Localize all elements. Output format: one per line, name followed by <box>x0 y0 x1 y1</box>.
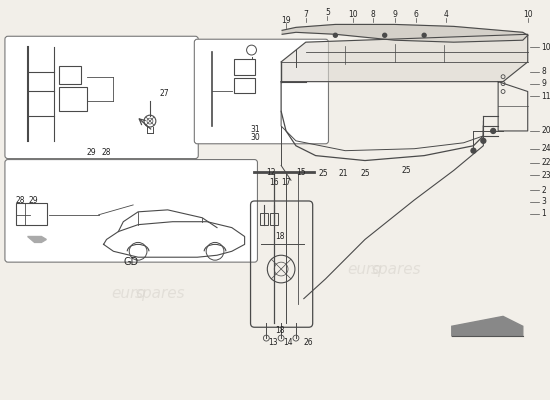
Text: 19: 19 <box>281 16 291 25</box>
Text: 30: 30 <box>251 133 260 142</box>
Text: 25: 25 <box>360 169 370 178</box>
Text: 21: 21 <box>338 169 348 178</box>
Text: 3: 3 <box>542 198 546 206</box>
Bar <box>260 213 268 225</box>
Text: 7: 7 <box>304 10 308 19</box>
Text: 28: 28 <box>102 148 111 157</box>
Text: 14: 14 <box>283 338 293 346</box>
Circle shape <box>383 33 387 37</box>
Polygon shape <box>28 236 46 242</box>
Bar <box>59 86 87 111</box>
Text: 25: 25 <box>319 169 328 178</box>
Text: 10: 10 <box>542 43 550 52</box>
Bar <box>234 59 256 75</box>
Text: 29: 29 <box>29 196 38 206</box>
Text: 13: 13 <box>268 338 278 346</box>
Text: 16: 16 <box>270 178 279 187</box>
Text: 12: 12 <box>267 168 276 177</box>
Polygon shape <box>282 24 527 42</box>
FancyBboxPatch shape <box>5 160 257 262</box>
Bar <box>234 78 256 94</box>
Text: 27: 27 <box>160 89 169 98</box>
Text: 9: 9 <box>392 10 397 19</box>
Text: 4: 4 <box>443 10 448 19</box>
Bar <box>16 203 47 225</box>
Text: 8: 8 <box>371 10 375 19</box>
Text: 8: 8 <box>542 67 546 76</box>
Text: 23: 23 <box>542 171 550 180</box>
Text: 15: 15 <box>296 168 306 177</box>
Text: 22: 22 <box>542 158 550 167</box>
Text: 6: 6 <box>414 10 419 19</box>
Bar <box>270 213 278 225</box>
Circle shape <box>481 138 486 143</box>
Text: 28: 28 <box>16 196 25 206</box>
Text: 10: 10 <box>523 10 532 19</box>
Text: 24: 24 <box>542 144 550 153</box>
Text: 1: 1 <box>542 209 546 218</box>
Circle shape <box>471 148 476 153</box>
Text: spares: spares <box>135 286 185 301</box>
Polygon shape <box>281 34 527 82</box>
Text: 26: 26 <box>304 338 314 346</box>
Text: GD: GD <box>124 257 139 267</box>
Text: 20: 20 <box>542 126 550 136</box>
Text: 18: 18 <box>276 326 285 335</box>
Bar <box>59 66 81 84</box>
Text: 17: 17 <box>281 178 291 187</box>
Text: 25: 25 <box>402 166 411 175</box>
Text: 10: 10 <box>348 10 358 19</box>
Text: 11: 11 <box>542 92 550 101</box>
FancyBboxPatch shape <box>5 36 198 158</box>
Circle shape <box>333 33 337 37</box>
Text: 18: 18 <box>276 232 285 241</box>
Circle shape <box>491 128 496 134</box>
Text: spares: spares <box>371 262 422 276</box>
Text: euro: euro <box>348 262 382 276</box>
Text: 9: 9 <box>542 79 546 88</box>
FancyBboxPatch shape <box>194 39 328 144</box>
Text: 2: 2 <box>542 186 546 195</box>
Text: 31: 31 <box>251 126 260 134</box>
Text: 5: 5 <box>325 8 330 17</box>
Text: euro: euro <box>111 286 146 301</box>
Text: 29: 29 <box>87 148 96 157</box>
Polygon shape <box>452 316 523 336</box>
Circle shape <box>422 33 426 37</box>
